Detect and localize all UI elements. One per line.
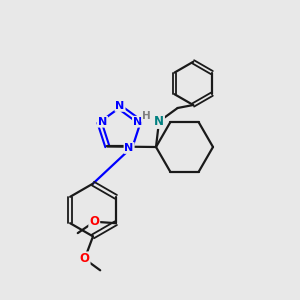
Text: H: H bbox=[142, 111, 151, 121]
Text: N: N bbox=[116, 101, 124, 111]
Text: O: O bbox=[89, 215, 99, 228]
Text: N: N bbox=[124, 143, 134, 153]
Text: N: N bbox=[133, 117, 142, 127]
Text: N: N bbox=[154, 115, 164, 128]
Text: N: N bbox=[98, 117, 107, 127]
Text: O: O bbox=[80, 252, 90, 266]
